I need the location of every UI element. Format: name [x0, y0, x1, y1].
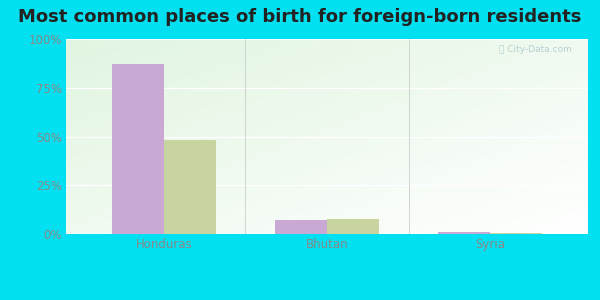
- Bar: [275, 220, 327, 234]
- Bar: [438, 232, 490, 234]
- Bar: [112, 64, 164, 234]
- Bar: [490, 233, 542, 234]
- Text: Most common places of birth for foreign-born residents: Most common places of birth for foreign-…: [19, 8, 581, 26]
- Text: ⓘ City-Data.com: ⓘ City-Data.com: [499, 45, 572, 54]
- Bar: [164, 140, 216, 234]
- Bar: [327, 219, 379, 234]
